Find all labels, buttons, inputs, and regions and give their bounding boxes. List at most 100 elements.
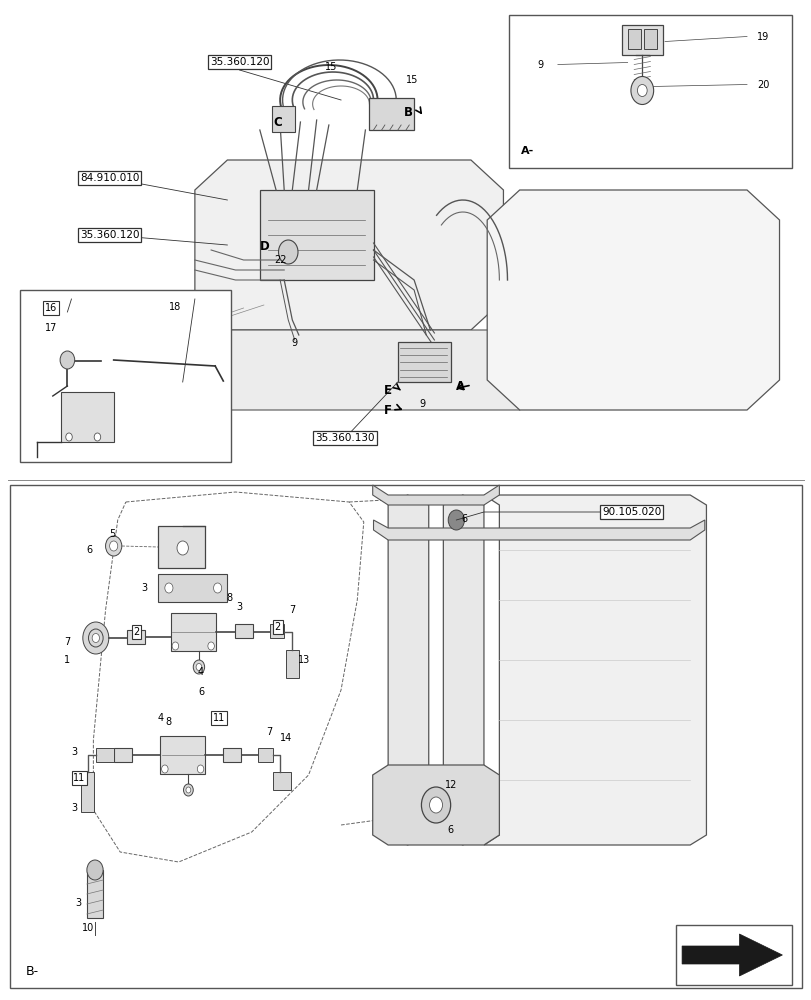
Text: 19: 19	[756, 31, 769, 41]
Text: 11: 11	[212, 713, 225, 723]
Text: 9: 9	[536, 60, 543, 70]
FancyBboxPatch shape	[158, 574, 227, 602]
Text: 2: 2	[274, 622, 281, 632]
Text: 4: 4	[197, 667, 204, 677]
FancyBboxPatch shape	[87, 870, 103, 918]
Text: 20: 20	[756, 80, 769, 90]
Circle shape	[89, 630, 102, 646]
Text: 8: 8	[165, 717, 172, 727]
Text: 1: 1	[63, 655, 70, 665]
Text: A: A	[456, 380, 465, 393]
Text: 90.105.020: 90.105.020	[602, 507, 660, 517]
FancyBboxPatch shape	[508, 15, 791, 168]
Text: 3: 3	[71, 747, 78, 757]
FancyBboxPatch shape	[397, 342, 450, 382]
Circle shape	[177, 541, 188, 555]
Circle shape	[109, 541, 118, 551]
Polygon shape	[487, 190, 779, 410]
FancyBboxPatch shape	[643, 28, 656, 48]
Text: 7: 7	[64, 637, 71, 647]
Text: 6: 6	[198, 687, 204, 697]
Text: 22: 22	[273, 255, 286, 265]
Text: 3: 3	[75, 898, 82, 908]
Polygon shape	[483, 495, 706, 845]
FancyBboxPatch shape	[675, 925, 791, 985]
FancyBboxPatch shape	[285, 650, 298, 678]
Text: 9: 9	[418, 399, 425, 409]
Text: 15: 15	[324, 62, 337, 72]
Text: 16: 16	[45, 303, 58, 313]
Text: 6: 6	[86, 545, 92, 555]
Polygon shape	[372, 765, 499, 845]
FancyBboxPatch shape	[20, 290, 231, 462]
Circle shape	[165, 583, 173, 593]
Circle shape	[87, 860, 103, 880]
Text: 4: 4	[157, 713, 164, 723]
Circle shape	[161, 765, 168, 773]
Text: 10: 10	[81, 923, 94, 933]
Text: 13: 13	[298, 655, 311, 665]
Polygon shape	[195, 160, 503, 330]
Circle shape	[172, 642, 178, 650]
Text: 35.360.120: 35.360.120	[79, 230, 139, 240]
FancyBboxPatch shape	[621, 24, 662, 54]
Text: 7: 7	[266, 727, 272, 737]
Text: 6: 6	[461, 514, 467, 524]
Text: 17: 17	[45, 323, 58, 333]
Circle shape	[196, 664, 202, 670]
Circle shape	[193, 660, 204, 674]
FancyBboxPatch shape	[114, 748, 131, 762]
Text: 35.360.130: 35.360.130	[315, 433, 375, 443]
Polygon shape	[681, 934, 782, 976]
FancyBboxPatch shape	[627, 28, 640, 48]
Text: 9: 9	[291, 338, 298, 348]
Circle shape	[421, 787, 450, 823]
FancyBboxPatch shape	[10, 485, 801, 988]
Circle shape	[208, 642, 214, 650]
FancyBboxPatch shape	[260, 190, 373, 280]
FancyBboxPatch shape	[127, 630, 144, 644]
Text: 3: 3	[71, 803, 78, 813]
Text: C: C	[273, 115, 282, 128]
FancyBboxPatch shape	[81, 772, 94, 812]
FancyBboxPatch shape	[223, 748, 241, 762]
Circle shape	[94, 433, 101, 441]
Circle shape	[105, 536, 122, 556]
FancyBboxPatch shape	[158, 526, 205, 568]
Circle shape	[448, 510, 464, 530]
Text: 3: 3	[236, 602, 242, 612]
Circle shape	[630, 77, 653, 104]
FancyBboxPatch shape	[369, 98, 414, 130]
Polygon shape	[49, 330, 551, 410]
FancyBboxPatch shape	[258, 748, 272, 762]
Circle shape	[88, 629, 103, 647]
Text: 14: 14	[279, 733, 292, 743]
Circle shape	[60, 351, 75, 369]
Text: 35.360.120: 35.360.120	[209, 57, 269, 67]
Polygon shape	[443, 495, 483, 845]
FancyBboxPatch shape	[235, 624, 253, 638]
Text: 15: 15	[406, 75, 418, 85]
FancyBboxPatch shape	[96, 748, 114, 762]
Text: 3: 3	[141, 583, 148, 593]
Text: 6: 6	[447, 825, 453, 835]
FancyBboxPatch shape	[61, 392, 114, 442]
Circle shape	[183, 784, 193, 796]
FancyBboxPatch shape	[170, 613, 216, 651]
Text: 11: 11	[73, 773, 86, 783]
Circle shape	[186, 787, 191, 793]
Circle shape	[429, 797, 442, 813]
FancyBboxPatch shape	[269, 624, 284, 638]
Text: 7: 7	[289, 605, 295, 615]
Polygon shape	[388, 495, 428, 845]
Text: 18: 18	[168, 302, 181, 312]
Text: 12: 12	[444, 780, 457, 790]
Text: F: F	[383, 403, 391, 416]
Circle shape	[213, 583, 221, 593]
Text: A-: A-	[521, 146, 534, 156]
Circle shape	[83, 622, 109, 654]
Text: D: D	[260, 239, 269, 252]
Circle shape	[637, 85, 646, 97]
Text: B-: B-	[26, 965, 39, 978]
Text: E: E	[383, 383, 391, 396]
